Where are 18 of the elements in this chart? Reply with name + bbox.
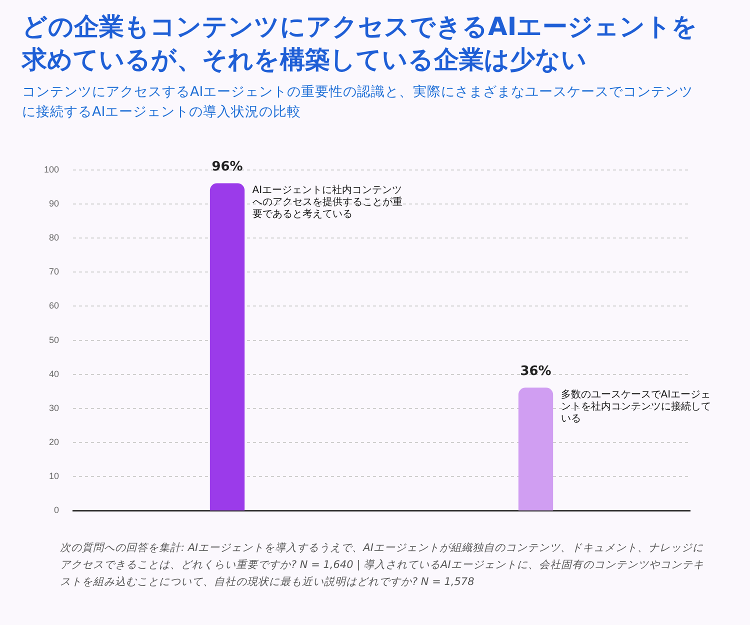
y-tick-label: 0 [54,505,60,516]
y-tick-label: 50 [49,334,60,345]
data-label: 36% [520,364,552,379]
y-tick-label: 80 [49,232,60,243]
y-tick-label: 90 [49,198,60,209]
text: 次の質問への回答を集計: AIエージェントを導入するうえで、AIエージェントが組織独自のコンテンツ、ドキュメント、ナレッジにアクセスできることは、どれくらい重要ですか? N = 1,640 | 導入されているAIエージェントに、会社固有のコンテンツやコンテキストを組み込むことについて、自社の現状に最も近い説明はどれですか? N = 1,578 [60,541,705,590]
y-tick-label: 10 [49,471,60,482]
x-tick-label: 多数のユースケースでAIエージェントを社内コンテンツに接続している [560,388,711,425]
chart-subtitle: コンテンツにアクセスするAIエージェントの重要性の認識と、実際にさまざまなユースケースでコンテンツに接続するAIエージェントの導入状況の比較 [22,83,694,122]
y-tick-label: 70 [49,266,60,277]
y-tick-label: 30 [49,402,60,413]
y-tick-label: 40 [49,368,60,379]
y-tick-label: 100 [44,164,60,174]
data-label: 96% [212,160,243,174]
y-tick-label: 60 [49,300,60,311]
x-tick-label: AIエージェントに社内コンテンツへのアクセスを提供することが重要であると考えている [252,184,402,220]
y-tick-label: 20 [49,436,60,447]
chart-title: どの企業もコンテンツにアクセスできるAIエージェントを求めているが、それを構築している企業は少ない [22,11,699,76]
